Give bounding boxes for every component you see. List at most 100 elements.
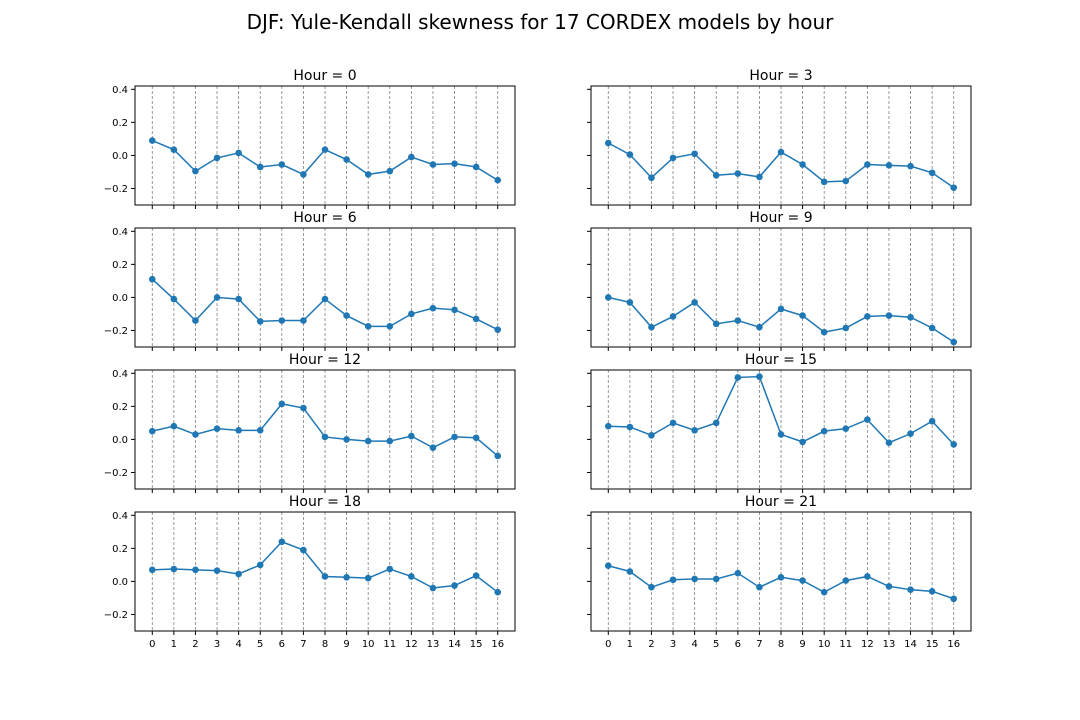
- data-point: [300, 171, 307, 178]
- data-point: [799, 438, 806, 446]
- data-point: [648, 174, 655, 182]
- data-point: [321, 146, 329, 153]
- data-point: [300, 546, 307, 554]
- data-point: [669, 576, 677, 584]
- data-point: [734, 317, 742, 324]
- data-point: [712, 575, 720, 583]
- data-point: [777, 573, 785, 581]
- y-tick-label: 0.4: [112, 227, 128, 238]
- data-point: [820, 178, 828, 186]
- y-tick-label: 0.0: [112, 435, 128, 446]
- x-tick-label: 15: [470, 639, 483, 650]
- data-point: [278, 400, 286, 408]
- data-point: [386, 323, 394, 330]
- subplot-title: Hour = 9: [749, 210, 812, 226]
- data-point: [213, 154, 221, 162]
- x-tick-label: 13: [883, 639, 896, 650]
- subplot-panel: Hour = 15: [587, 352, 972, 493]
- data-point: [799, 577, 806, 584]
- data-point: [626, 568, 634, 575]
- x-tick-label: 15: [926, 639, 939, 650]
- data-point: [626, 423, 634, 431]
- data-point: [691, 150, 698, 158]
- axes-frame: [590, 85, 972, 206]
- subplot-title: Hour = 12: [289, 352, 361, 368]
- data-point: [429, 304, 437, 312]
- data-point: [256, 163, 264, 171]
- data-point: [842, 177, 850, 185]
- data-point: [192, 566, 199, 574]
- axes-frame: [134, 511, 516, 632]
- data-point: [864, 416, 871, 423]
- data-point: [494, 588, 502, 596]
- y-tick-label: 0.2: [112, 260, 128, 271]
- x-tick-label: 9: [799, 639, 805, 650]
- subplot-panel: Hour = 18−0.20.00.20.40 1 2 3 4 5 6 7 8 9 10 11 12 13…: [104, 494, 516, 650]
- y-tick-label: −0.2: [104, 610, 128, 621]
- data-point: [213, 567, 221, 574]
- data-point: [321, 573, 329, 580]
- x-tick-label: 3: [214, 639, 220, 650]
- x-tick-label: 9: [343, 639, 349, 650]
- data-point: [777, 148, 785, 156]
- data-point: [820, 427, 828, 435]
- data-point: [820, 588, 828, 596]
- data-point: [256, 427, 264, 434]
- x-tick-label: 8: [322, 639, 328, 650]
- x-tick-label: 7: [756, 639, 762, 650]
- data-point: [408, 310, 415, 318]
- data-point: [192, 431, 199, 438]
- data-point: [364, 171, 372, 178]
- data-point: [648, 583, 655, 591]
- data-point: [343, 312, 350, 319]
- x-tick-label: 1: [627, 639, 633, 650]
- data-point: [235, 570, 242, 578]
- data-point: [885, 312, 893, 319]
- data-point: [604, 294, 612, 301]
- x-tick-label: 12: [861, 639, 874, 650]
- data-point: [429, 584, 437, 592]
- data-point: [494, 176, 502, 184]
- data-point: [928, 169, 936, 177]
- data-point: [170, 565, 178, 573]
- subplot-title: Hour = 21: [745, 494, 817, 510]
- x-tick-label: 12: [405, 639, 418, 650]
- data-point: [472, 315, 480, 323]
- y-tick-label: −0.2: [104, 184, 128, 195]
- y-tick-label: 0.0: [112, 577, 128, 588]
- axes-frame: [134, 369, 516, 490]
- data-point: [820, 328, 828, 336]
- data-point: [321, 433, 329, 441]
- x-tick-label: 11: [839, 639, 852, 650]
- subplot-title: Hour = 6: [293, 210, 356, 226]
- x-tick-label: 14: [904, 639, 917, 650]
- y-tick-label: 0.0: [112, 293, 128, 304]
- data-point: [451, 582, 458, 589]
- data-point: [386, 167, 394, 175]
- figure-title: DJF: Yule-Kendall skewness for 17 CORDEX…: [247, 10, 835, 34]
- x-tick-label: 4: [235, 639, 241, 650]
- axes-frame: [590, 511, 972, 632]
- data-point: [604, 422, 612, 430]
- data-point: [235, 149, 242, 157]
- x-tick-label: 5: [713, 639, 719, 650]
- subplot-panel: Hour = 12 −0.2 0.0 0.2 0.4: [104, 352, 516, 493]
- data-point: [148, 566, 156, 574]
- data-point: [343, 436, 350, 443]
- subplot-title: Hour = 3: [749, 68, 812, 84]
- data-point: [691, 299, 698, 306]
- data-point: [278, 538, 286, 546]
- data-point: [472, 163, 480, 171]
- data-point: [451, 160, 458, 167]
- data-point: [213, 294, 221, 301]
- data-point: [300, 317, 307, 324]
- x-tick-label: 16: [491, 639, 504, 650]
- data-point: [256, 318, 264, 325]
- data-point: [472, 434, 480, 442]
- data-point: [192, 317, 199, 324]
- subplot-panel: Hour = 0 −0.2 0.0 0.2 0.4: [104, 68, 516, 209]
- data-point: [386, 565, 394, 573]
- subplot-title: Hour = 15: [745, 352, 817, 368]
- data-point: [429, 161, 437, 168]
